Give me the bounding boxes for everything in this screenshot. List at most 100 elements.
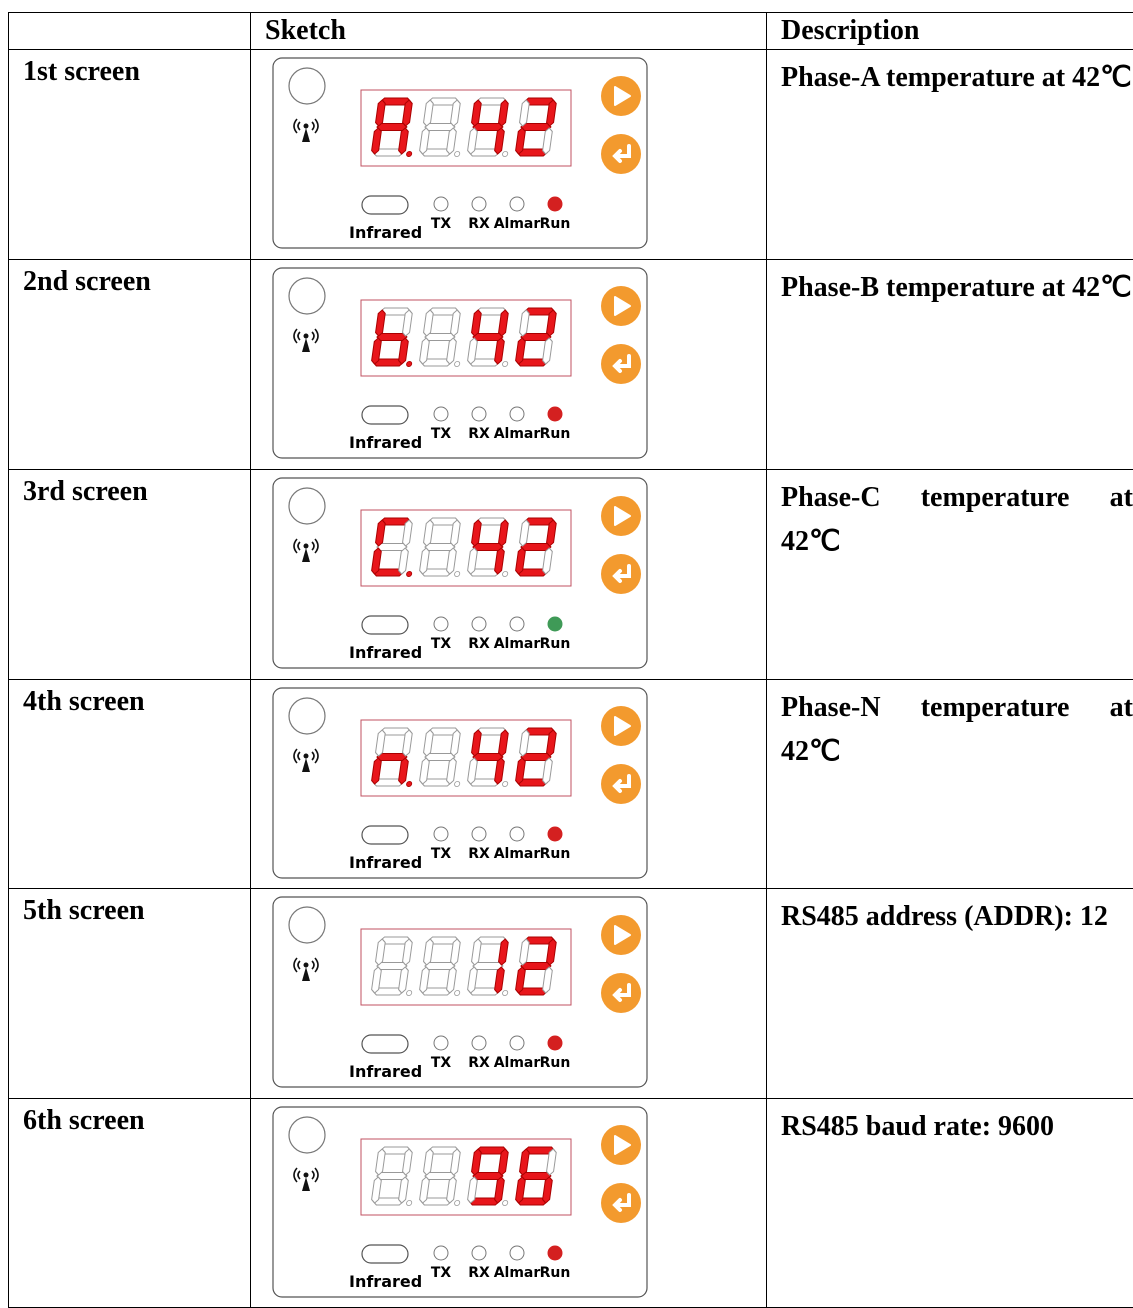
segment [376,963,407,970]
infrared-window [362,196,408,214]
segment [472,963,503,970]
header-cell [9,13,251,50]
decimal-point [406,361,412,366]
led [548,1036,562,1050]
led-label: TX [431,1055,452,1071]
segment [424,544,455,551]
led-label: Run [540,846,571,862]
row-description: Phase-C temperature at 42℃ [767,470,1133,680]
segment [472,1173,503,1180]
led-label: RX [468,1265,490,1281]
decimal-point [454,151,460,156]
infrared-label: Infrared [349,1062,422,1081]
decimal-point [406,1200,412,1205]
decimal-point [502,990,508,995]
led [548,1246,562,1260]
sensor-circle [289,907,325,943]
infrared-window [362,1245,408,1263]
led [472,197,486,211]
sensor-circle [289,1117,325,1153]
led-label: TX [431,216,452,232]
infrared-label: Infrared [349,643,422,662]
infrared-window [362,1035,408,1053]
antenna-dot [304,754,309,759]
led-label: Almar [494,636,541,652]
infrared-window [362,826,408,844]
segment [520,754,551,761]
led [548,617,562,631]
decimal-point [454,1200,460,1205]
row-label: 5th screen [9,889,251,1099]
led-label: Almar [494,1055,541,1071]
antenna-dot [304,124,309,129]
row-label: 1st screen [9,50,251,260]
led-label: Run [540,1055,571,1071]
segment [424,1173,455,1180]
segment [424,754,455,761]
row-label: 4th screen [9,680,251,889]
row-description: Phase-A temperature at 42℃ [767,50,1133,260]
led-label: RX [468,846,490,862]
led-label: TX [431,426,452,442]
led-label: TX [431,636,452,652]
infrared-label: Infrared [349,433,422,452]
led [548,827,562,841]
header-cell: Sketch [251,13,767,50]
segment [376,544,407,551]
decimal-point [502,151,508,156]
segment [472,754,503,761]
led [434,617,448,631]
led [472,1036,486,1050]
led-label: RX [468,1055,490,1071]
decimal-point [502,1200,508,1205]
row-label: 6th screen [9,1099,251,1308]
led [510,617,524,631]
antenna-dot [304,1173,309,1178]
decimal-point [502,781,508,786]
decimal-point [454,361,460,366]
row-description: Phase-B temperature at 42℃ [767,260,1133,470]
led [434,1036,448,1050]
led-label: Run [540,636,571,652]
led-label: Run [540,426,571,442]
segment [424,124,455,131]
led [472,827,486,841]
led [434,197,448,211]
segment [376,124,407,131]
led-label: TX [431,846,452,862]
header-row: Sketch Description [9,13,1133,50]
led [510,1246,524,1260]
decimal-point [454,781,460,786]
antenna-dot [304,963,309,968]
led [434,827,448,841]
led-label: RX [468,216,490,232]
segment [520,124,551,131]
decimal-point [454,571,460,576]
row-label: 2nd screen [9,260,251,470]
led [510,197,524,211]
led [510,1036,524,1050]
segment [472,124,503,131]
led-label: Almar [494,216,541,232]
segment [376,1173,407,1180]
sensor-circle [289,698,325,734]
decimal-point [406,151,412,156]
led-label: Almar [494,1265,541,1281]
antenna-dot [304,334,309,339]
segment [472,544,503,551]
led-label: RX [468,636,490,652]
led [510,407,524,421]
led-label: Almar [494,426,541,442]
